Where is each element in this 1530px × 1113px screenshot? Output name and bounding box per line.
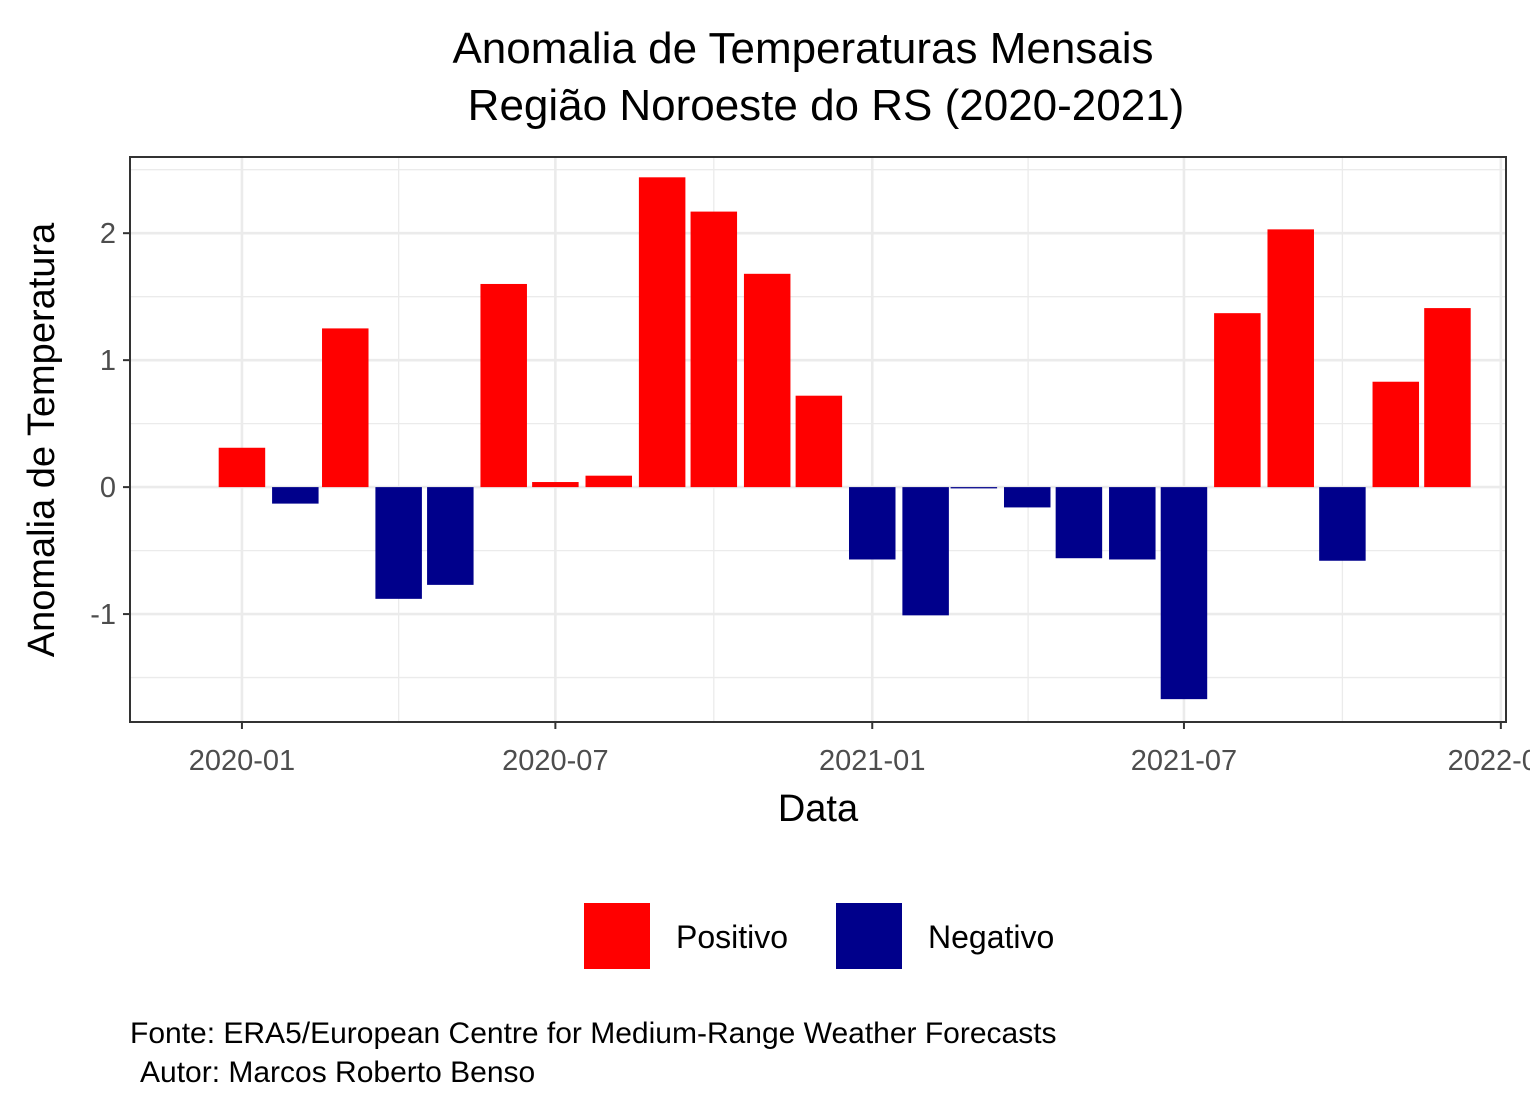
x-tick-label: 2021-07 bbox=[1131, 745, 1237, 777]
x-axis-title: Data bbox=[778, 788, 859, 830]
y-axis-title: Anomalia de Temperatura bbox=[21, 222, 63, 657]
x-tick-label: 2020-07 bbox=[502, 745, 608, 777]
y-tick-label: -1 bbox=[90, 599, 116, 631]
bar-2021-02 bbox=[902, 487, 949, 616]
legend: Positivo Negativo bbox=[584, 903, 1054, 969]
caption-source: Fonte: ERA5/European Centre for Medium-R… bbox=[130, 1017, 1057, 1050]
x-axis: 2020-01 2020-07 2021-01 2021-07 2022-01 bbox=[189, 722, 1530, 777]
bar-2020-06 bbox=[480, 283, 527, 488]
bar-2021-07 bbox=[1160, 487, 1208, 700]
chart-title-line-1: Anomalia de Temperaturas Mensais bbox=[452, 24, 1153, 73]
bar-2020-08 bbox=[585, 475, 633, 488]
bar-2020-11 bbox=[743, 273, 791, 488]
y-tick-label: 1 bbox=[100, 345, 116, 377]
y-tick-label: 0 bbox=[100, 472, 116, 504]
bar-2020-02 bbox=[272, 487, 319, 504]
chart-title-line-2: Região Noroeste do RS (2020-2021) bbox=[468, 81, 1185, 130]
bar-2020-01 bbox=[218, 447, 266, 488]
bar-2021-03 bbox=[950, 487, 998, 489]
bar-2021-11 bbox=[1372, 381, 1420, 488]
bar-2021-04 bbox=[1003, 487, 1051, 508]
bar-2021-09 bbox=[1267, 229, 1314, 488]
bar-2021-08 bbox=[1214, 313, 1261, 488]
y-tick-label: 2 bbox=[100, 218, 116, 250]
plot-panel-border bbox=[129, 156, 1507, 723]
bar-2021-05 bbox=[1055, 487, 1103, 559]
caption-author: Autor: Marcos Roberto Benso bbox=[140, 1056, 535, 1089]
bar-2021-10 bbox=[1319, 487, 1366, 561]
bars bbox=[218, 177, 1471, 700]
legend-label-negativo: Negativo bbox=[928, 919, 1054, 955]
legend-key-positivo bbox=[584, 903, 650, 969]
bar-2020-07 bbox=[532, 482, 579, 488]
bar-2021-12 bbox=[1424, 308, 1471, 488]
bar-2020-05 bbox=[427, 487, 474, 585]
bar-2020-10 bbox=[690, 211, 738, 488]
x-tick-label: 2022-01 bbox=[1448, 745, 1530, 777]
bar-2021-01 bbox=[848, 487, 896, 560]
bar-2021-06 bbox=[1109, 487, 1156, 560]
x-tick-label: 2021-01 bbox=[819, 745, 925, 777]
bar-2020-03 bbox=[322, 328, 369, 488]
bar-2020-12 bbox=[795, 395, 843, 488]
bar-2020-04 bbox=[375, 487, 422, 599]
legend-key-negativo bbox=[836, 903, 902, 969]
x-tick-label: 2020-01 bbox=[189, 745, 295, 777]
bar-2020-09 bbox=[638, 177, 686, 488]
y-axis: -1 0 1 2 bbox=[90, 218, 130, 631]
legend-label-positivo: Positivo bbox=[676, 919, 788, 955]
